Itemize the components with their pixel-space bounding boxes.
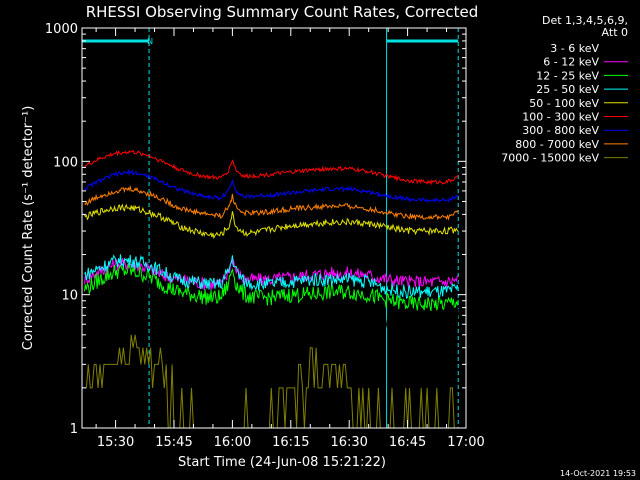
series-line-0 (84, 267, 459, 335)
x-tick-label: 15:30 (97, 435, 134, 450)
x-tick-label: 16:15 (272, 435, 309, 450)
x-tick-label: 16:45 (389, 435, 426, 450)
legend-label-6: 300 - 800 keV (522, 124, 599, 137)
footer-date: 14-Oct-2021 19:53 (560, 469, 636, 478)
y-tick-label: 1 (70, 422, 78, 437)
x-tick-label: 15:45 (155, 435, 192, 450)
legend-label-1: 6 - 12 keV (543, 56, 599, 69)
legend-label-2: 12 - 25 keV (536, 69, 599, 82)
legend-label-4: 50 - 100 keV (529, 97, 599, 110)
series-line-3 (84, 254, 459, 299)
legend-label-0: 3 - 6 keV (550, 42, 599, 55)
x-tick-label: 17:00 (447, 435, 484, 450)
y-tick-label: 100 (53, 155, 78, 170)
plot-frame (81, 27, 467, 429)
series-line-2 (84, 262, 459, 312)
y-axis-label: Corrected Count Rate (s⁻¹ detector⁻¹) (21, 106, 36, 351)
y-tick-label: 10 (61, 289, 78, 304)
series-line-4 (84, 203, 459, 240)
x-axis-label: Start Time (24-Jun-08 15:21:22) (178, 455, 386, 470)
night-flag-label: N (147, 37, 153, 46)
legend-header-line1: Det 1,3,4,5,6,9, (542, 14, 628, 27)
series-line-5 (84, 149, 459, 186)
y-tick-label: 1000 (45, 22, 78, 37)
axes: 15:30 15:45 16:00 16:15 16:30 16:45 17:00 1 10 10… (45, 22, 485, 450)
legend-label-3: 25 - 50 keV (536, 83, 599, 96)
x-tick-label: 16:30 (330, 435, 367, 450)
series-line-6 (84, 169, 459, 204)
x-tick-label: 16:00 (214, 435, 251, 450)
legend-label-5: 100 - 300 keV (522, 111, 599, 124)
legend-label-8: 7000 - 15000 keV (501, 152, 599, 165)
legend-label-7: 800 - 7000 keV (515, 138, 599, 151)
chart-title: RHESSI Observing Summary Count Rates, Co… (86, 3, 479, 21)
series-line-7 (84, 185, 459, 221)
legend-header-line2: Att 0 (602, 26, 628, 39)
